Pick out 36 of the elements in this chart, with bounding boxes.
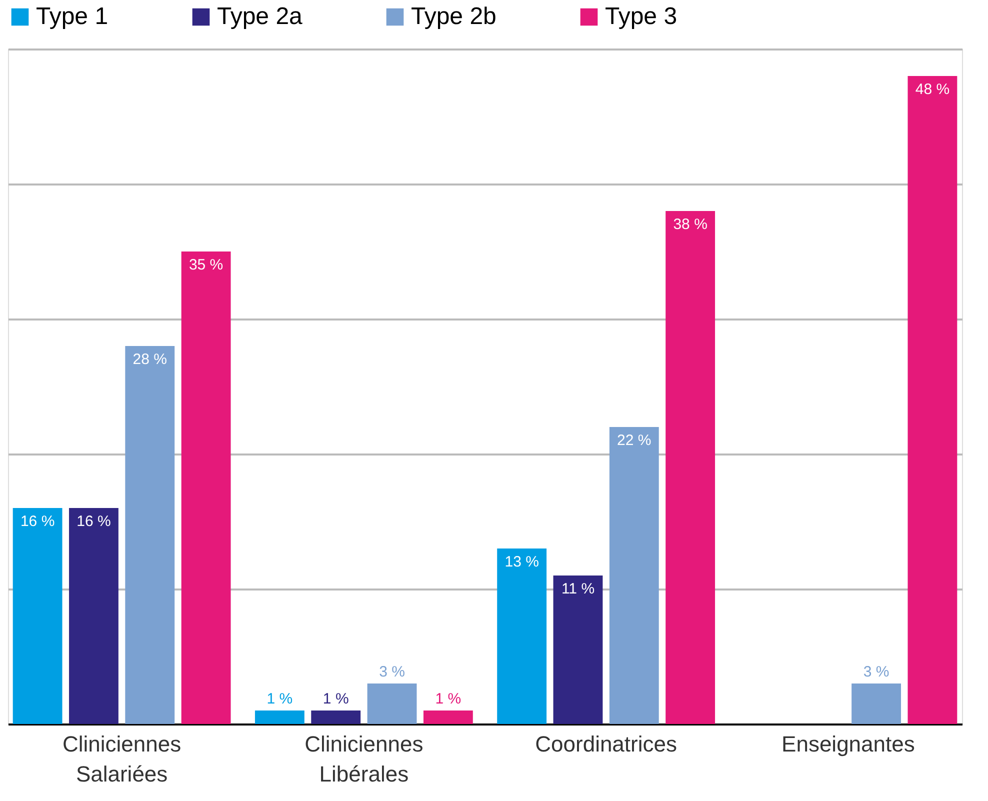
data-label: 3 % — [863, 664, 890, 680]
legend-label: Type 3 — [605, 3, 678, 30]
data-label: 16 % — [76, 513, 111, 530]
bar — [181, 252, 231, 724]
legend-label: Type 1 — [36, 3, 108, 30]
data-label: 22 % — [617, 432, 652, 449]
data-label: 16 % — [20, 513, 55, 530]
data-label: 38 % — [673, 216, 708, 233]
x-tick-label: Enseignantes — [782, 732, 915, 756]
x-tick-label: Cliniciennes Salariées — [62, 732, 182, 786]
bar — [12, 508, 62, 724]
bar — [423, 710, 473, 724]
bar — [908, 76, 958, 724]
bar — [852, 684, 901, 724]
bar — [609, 427, 659, 724]
bar — [553, 576, 603, 724]
legend-label: Type 2b — [411, 3, 496, 30]
data-label: 28 % — [132, 351, 167, 368]
bar — [311, 710, 361, 724]
legend-label: Type 2a — [217, 3, 304, 30]
data-label: 1 % — [322, 690, 349, 708]
bar — [69, 508, 118, 724]
bar — [254, 710, 304, 724]
x-tick-label: Cliniciennes Libérales — [304, 732, 424, 786]
data-label: 35 % — [188, 256, 224, 274]
data-label: 3 % — [379, 664, 405, 680]
data-label: 1 % — [266, 690, 293, 708]
bar — [497, 548, 547, 724]
data-label: 11 % — [561, 580, 595, 598]
data-label: 1 % — [435, 690, 462, 708]
bar — [367, 684, 417, 724]
bar — [666, 211, 716, 724]
x-tick-label: Coordinatrices — [535, 732, 677, 756]
data-label: 13 % — [504, 554, 539, 570]
data-label: 48 % — [915, 81, 950, 98]
bar — [125, 346, 175, 724]
